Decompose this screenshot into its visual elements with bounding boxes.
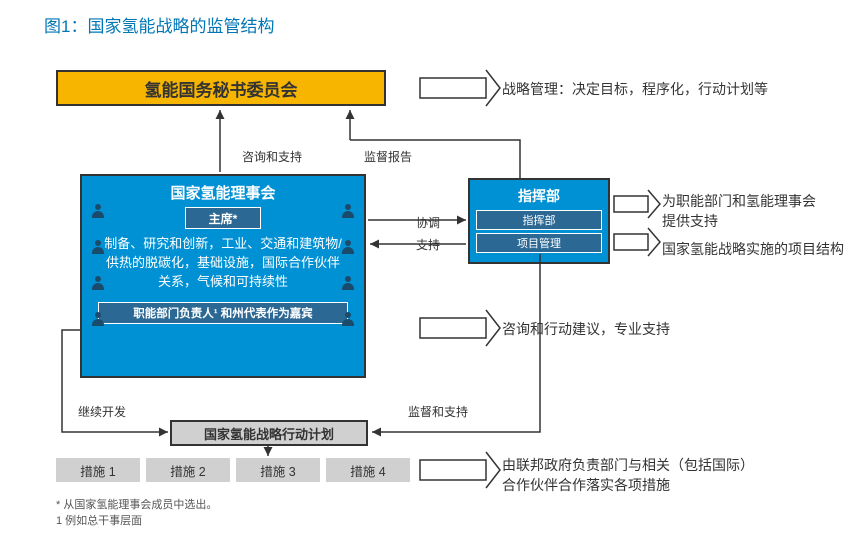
person-icon	[92, 204, 104, 218]
right-label-project-structure: 国家氢能战略实施的项目结构	[662, 240, 844, 260]
footnote-1: * 从国家氢能理事会成员中选出。	[56, 496, 217, 512]
right-label-consult-action: 咨询和行动建议，专业支持	[502, 320, 670, 340]
hq-sub1: 指挥部	[476, 210, 602, 230]
committee-box: 氢能国务秘书委员会	[56, 70, 386, 106]
person-icon	[92, 276, 104, 290]
person-icon	[92, 240, 104, 254]
footnote-2: 1 例如总干事层面	[56, 512, 142, 528]
measures-row: 措施 1 措施 2 措施 3 措施 4	[56, 458, 410, 482]
right-label-strategy: 战略管理：决定目标，程序化，行动计划等	[502, 80, 768, 100]
person-icon	[342, 204, 354, 218]
guest-pill: 职能部门负责人¹ 和州代表作为嘉宾	[98, 302, 348, 324]
person-icon	[342, 240, 354, 254]
hq-header: 指挥部	[476, 186, 602, 206]
action-plan-box: 国家氢能战略行动计划	[170, 420, 368, 446]
label-cont-dev: 继续开发	[78, 403, 126, 420]
measure-box: 措施 3	[236, 458, 320, 482]
committee-label: 氢能国务秘书委员会	[145, 76, 298, 101]
measure-box: 措施 1	[56, 458, 140, 482]
person-icon	[342, 276, 354, 290]
action-plan-label: 国家氢能战略行动计划	[204, 424, 334, 443]
right-label-hq-support: 为职能部门和氢能理事会提供支持	[662, 192, 816, 231]
hq-sub2: 项目管理	[476, 233, 602, 253]
council-header: 国家氢能理事会	[92, 182, 354, 203]
label-support: 支持	[416, 236, 440, 253]
measure-box: 措施 4	[326, 458, 410, 482]
chair-pill: 主席*	[185, 207, 261, 229]
hq-box: 指挥部 指挥部 项目管理	[468, 178, 610, 264]
right-label-measures: 由联邦政府负责部门与相关（包括国际）合作伙伴合作落实各项措施	[502, 456, 754, 495]
person-icon	[92, 312, 104, 326]
person-icon	[342, 312, 354, 326]
figure-title: 图1：国家氢能战略的监管结构	[44, 12, 274, 37]
council-desc: 制备、研究和创新，工业、交通和建筑物/供热的脱碳化，基础设施，国际合作伙伴关系，…	[92, 235, 354, 292]
label-oversight-report: 监督报告	[364, 148, 412, 165]
council-box: 国家氢能理事会 主席* 制备、研究和创新，工业、交通和建筑物/供热的脱碳化，基础…	[80, 174, 366, 378]
measure-box: 措施 2	[146, 458, 230, 482]
label-coord: 协调	[416, 214, 440, 231]
label-oversight-support: 监督和支持	[408, 403, 468, 420]
label-consult-support: 咨询和支持	[242, 148, 302, 165]
